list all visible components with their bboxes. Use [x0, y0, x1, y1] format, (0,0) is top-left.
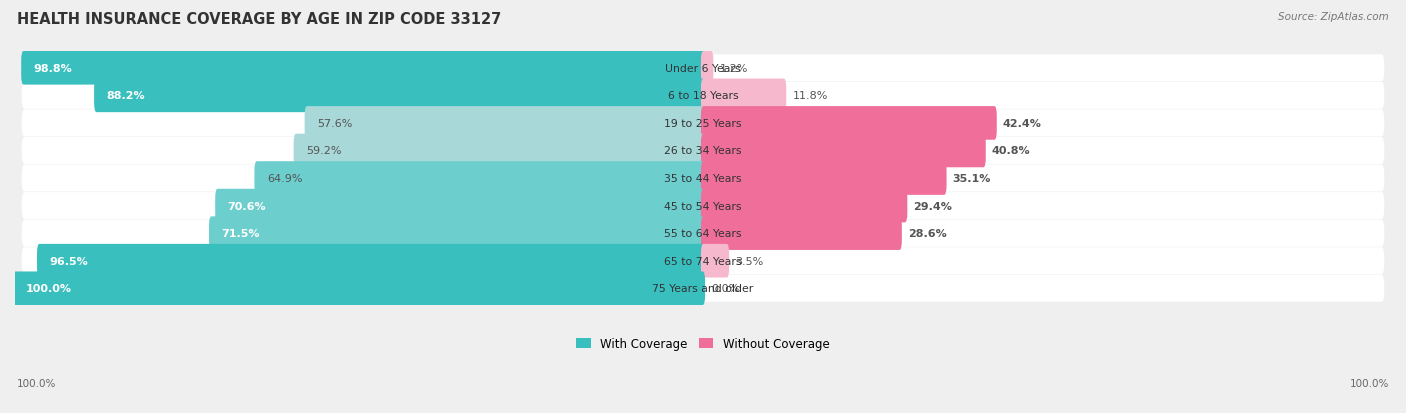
- Text: 19 to 25 Years: 19 to 25 Years: [664, 119, 742, 128]
- FancyBboxPatch shape: [21, 110, 1385, 137]
- FancyBboxPatch shape: [702, 217, 901, 250]
- Text: 3.5%: 3.5%: [735, 256, 763, 266]
- Text: 11.8%: 11.8%: [793, 91, 828, 101]
- Text: 55 to 64 Years: 55 to 64 Years: [664, 228, 742, 239]
- FancyBboxPatch shape: [21, 52, 704, 85]
- Text: 100.0%: 100.0%: [1350, 378, 1389, 388]
- Text: Source: ZipAtlas.com: Source: ZipAtlas.com: [1278, 12, 1389, 22]
- Text: 28.6%: 28.6%: [908, 228, 946, 239]
- FancyBboxPatch shape: [294, 134, 704, 168]
- Text: 75 Years and older: 75 Years and older: [652, 284, 754, 294]
- FancyBboxPatch shape: [305, 107, 704, 140]
- Text: 71.5%: 71.5%: [221, 228, 260, 239]
- Text: 100.0%: 100.0%: [25, 284, 72, 294]
- Text: 64.9%: 64.9%: [267, 173, 302, 184]
- Text: 6 to 18 Years: 6 to 18 Years: [668, 91, 738, 101]
- FancyBboxPatch shape: [215, 189, 704, 223]
- Text: 98.8%: 98.8%: [34, 64, 72, 74]
- Text: 65 to 74 Years: 65 to 74 Years: [664, 256, 742, 266]
- FancyBboxPatch shape: [13, 272, 704, 305]
- FancyBboxPatch shape: [702, 79, 786, 113]
- Text: 35 to 44 Years: 35 to 44 Years: [664, 173, 742, 184]
- Text: 57.6%: 57.6%: [316, 119, 353, 128]
- FancyBboxPatch shape: [702, 162, 946, 195]
- FancyBboxPatch shape: [21, 275, 1385, 302]
- Text: 45 to 54 Years: 45 to 54 Years: [664, 201, 742, 211]
- FancyBboxPatch shape: [21, 192, 1385, 220]
- Text: 42.4%: 42.4%: [1002, 119, 1042, 128]
- Text: 29.4%: 29.4%: [914, 201, 952, 211]
- Text: 59.2%: 59.2%: [307, 146, 342, 156]
- FancyBboxPatch shape: [702, 134, 986, 168]
- FancyBboxPatch shape: [21, 83, 1385, 109]
- FancyBboxPatch shape: [209, 217, 704, 250]
- FancyBboxPatch shape: [254, 162, 704, 195]
- Text: 96.5%: 96.5%: [49, 256, 89, 266]
- FancyBboxPatch shape: [702, 189, 907, 223]
- Text: 35.1%: 35.1%: [953, 173, 991, 184]
- FancyBboxPatch shape: [702, 244, 730, 278]
- FancyBboxPatch shape: [37, 244, 704, 278]
- Text: 100.0%: 100.0%: [17, 378, 56, 388]
- Text: 70.6%: 70.6%: [228, 201, 266, 211]
- Text: Under 6 Years: Under 6 Years: [665, 64, 741, 74]
- FancyBboxPatch shape: [21, 220, 1385, 247]
- FancyBboxPatch shape: [702, 52, 713, 85]
- FancyBboxPatch shape: [702, 107, 997, 140]
- Text: 26 to 34 Years: 26 to 34 Years: [664, 146, 742, 156]
- Legend: With Coverage, Without Coverage: With Coverage, Without Coverage: [572, 332, 834, 355]
- FancyBboxPatch shape: [21, 248, 1385, 275]
- FancyBboxPatch shape: [94, 79, 704, 113]
- FancyBboxPatch shape: [21, 55, 1385, 82]
- Text: HEALTH INSURANCE COVERAGE BY AGE IN ZIP CODE 33127: HEALTH INSURANCE COVERAGE BY AGE IN ZIP …: [17, 12, 501, 27]
- Text: 0.0%: 0.0%: [711, 284, 740, 294]
- FancyBboxPatch shape: [21, 165, 1385, 192]
- Text: 1.2%: 1.2%: [720, 64, 748, 74]
- FancyBboxPatch shape: [21, 138, 1385, 164]
- Text: 88.2%: 88.2%: [107, 91, 145, 101]
- Text: 40.8%: 40.8%: [993, 146, 1031, 156]
